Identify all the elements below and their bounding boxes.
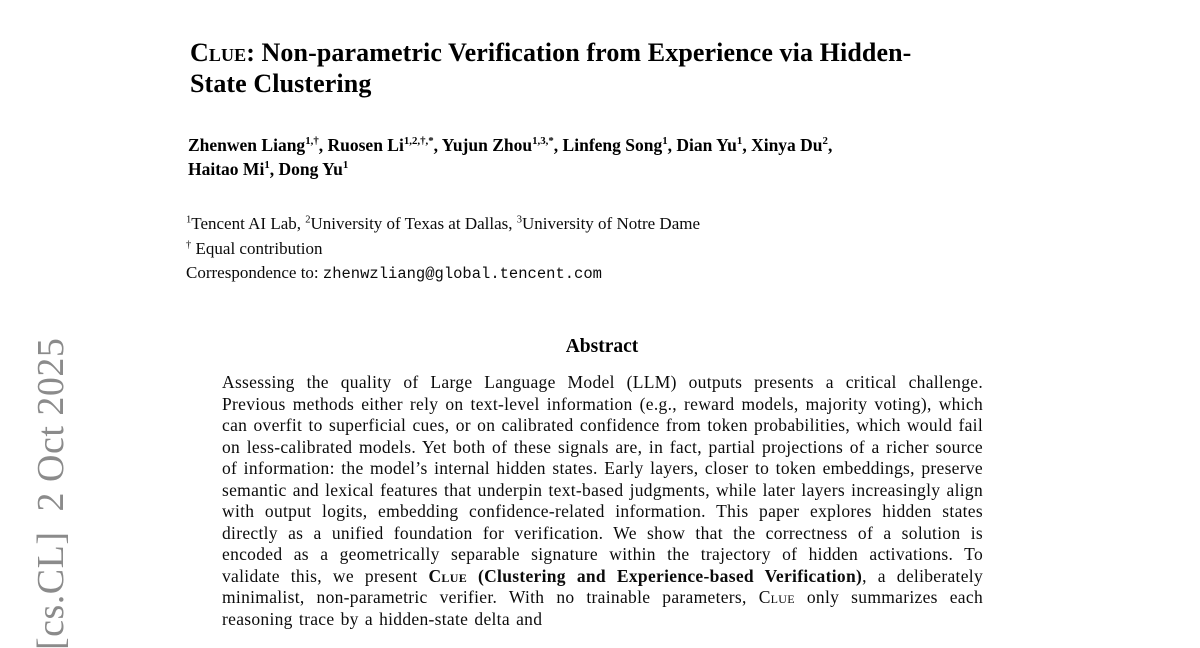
paper-title: Clue: Non-parametric Verification from E… bbox=[190, 37, 911, 99]
author-affiliation-marker: 1 bbox=[342, 159, 349, 172]
author-separator: , bbox=[433, 135, 442, 155]
author-separator: , bbox=[553, 135, 563, 155]
affiliation-marker: 2 bbox=[305, 214, 311, 226]
affiliation-line: 1Tencent AI Lab, 2University of Texas at… bbox=[186, 212, 700, 237]
abstract-body: Assessing the quality of Large Language … bbox=[222, 372, 983, 630]
author-affiliation-marker: 1 bbox=[736, 135, 743, 148]
clue-expansion: (Clustering and Experience-based Verific… bbox=[467, 565, 863, 586]
author-list: Zhenwen Liang1,†, Ruosen Li1,2,†,*, Yuju… bbox=[188, 133, 832, 181]
affiliation-name: University of Notre Dame bbox=[522, 214, 701, 233]
author-name: Linfeng Song bbox=[562, 135, 663, 155]
author: Xinya Du2, bbox=[751, 135, 832, 155]
abstract-text: , a deliberately minimalist, non-paramet… bbox=[222, 565, 983, 608]
author-name: Xinya Du bbox=[751, 135, 823, 155]
correspondence-email: zhenwzliang@global.tencent.com bbox=[322, 265, 602, 283]
author-list-line-2: Haitao Mi1, Dong Yu1 bbox=[188, 157, 832, 181]
paper-title-rest: : Non-parametric Verification from Exper… bbox=[246, 38, 912, 67]
affiliation: 3University of Notre Dame bbox=[517, 214, 700, 233]
paper-title-line-1: Clue: Non-parametric Verification from E… bbox=[190, 37, 911, 68]
author-name: Zhenwen Liang bbox=[188, 135, 306, 155]
author-affiliation-marker: 1,3,* bbox=[532, 135, 554, 148]
author-name: Haitao Mi bbox=[188, 159, 265, 179]
author-name: Dian Yu bbox=[676, 135, 737, 155]
paper-title-line-2: State Clustering bbox=[190, 69, 372, 98]
abstract-method-name-bold: Clue (Clustering and Experience-based Ve… bbox=[428, 566, 862, 586]
author-separator: , bbox=[742, 135, 752, 155]
affiliation: 1Tencent AI Lab, bbox=[186, 214, 305, 233]
abstract-heading: Abstract bbox=[565, 336, 639, 357]
equal-contribution-text: Equal contribution bbox=[191, 238, 323, 258]
author-separator: , bbox=[827, 135, 833, 155]
author-separator: , bbox=[667, 135, 677, 155]
affiliation-separator: , bbox=[296, 214, 306, 233]
correspondence-line: Correspondence to: zhenwzliang@global.te… bbox=[186, 261, 700, 287]
affiliation-name: Tencent AI Lab bbox=[191, 214, 297, 233]
correspondence-label: Correspondence to: bbox=[186, 263, 323, 282]
author: Haitao Mi1, bbox=[188, 159, 278, 179]
author: Linfeng Song1, bbox=[563, 135, 677, 155]
author-affiliation-marker: 1 bbox=[662, 135, 668, 148]
author-name: Ruosen Li bbox=[327, 135, 404, 155]
author: Dian Yu1, bbox=[676, 135, 751, 155]
paper-meta: 1Tencent AI Lab, 2University of Texas at… bbox=[186, 212, 700, 287]
author: Ruosen Li1,2,†,*, bbox=[328, 135, 442, 155]
author: Dong Yu1 bbox=[278, 159, 348, 179]
author-name: Yujun Zhou bbox=[441, 135, 533, 155]
author-separator: , bbox=[269, 159, 279, 179]
abstract-text: only summarizes each reasoning trace by … bbox=[222, 587, 983, 629]
arxiv-watermark: [cs.CL] 2 Oct 2025 bbox=[30, 337, 72, 648]
author-affiliation-marker: 1,2,†,* bbox=[403, 135, 434, 148]
affiliation-separator: , bbox=[508, 214, 517, 233]
clue-acronym: Clue bbox=[758, 587, 795, 607]
author-affiliation-marker: 2 bbox=[822, 135, 828, 148]
author-list-line-1: Zhenwen Liang1,†, Ruosen Li1,2,†,*, Yuju… bbox=[188, 133, 832, 157]
author-separator: , bbox=[318, 135, 328, 155]
equal-contribution-note: † Equal contribution bbox=[186, 237, 700, 262]
affiliation-marker: 1 bbox=[186, 214, 192, 226]
author-affiliation-marker: 1,† bbox=[305, 135, 319, 148]
author-name: Dong Yu bbox=[278, 159, 343, 179]
dagger-marker: † bbox=[186, 238, 192, 250]
affiliation-name: University of Texas at Dallas bbox=[310, 214, 509, 233]
author-affiliation-marker: 1 bbox=[264, 159, 270, 172]
abstract-text: Assessing the quality of Large Language … bbox=[222, 372, 983, 586]
author: Yujun Zhou1,3,*, bbox=[442, 135, 563, 155]
author: Zhenwen Liang1,†, bbox=[188, 135, 328, 155]
affiliation: 2University of Texas at Dallas, bbox=[305, 214, 517, 233]
paper-title-smallcaps: Clue bbox=[190, 38, 247, 67]
affiliation-marker: 3 bbox=[516, 214, 523, 226]
clue-acronym: Clue bbox=[428, 565, 467, 586]
